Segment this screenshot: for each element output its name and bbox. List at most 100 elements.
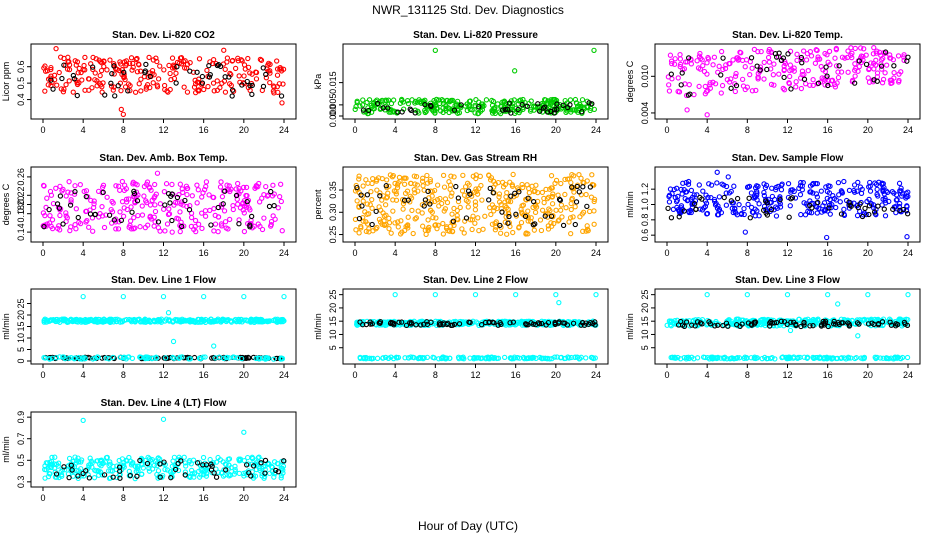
data-point: [591, 198, 597, 205]
data-point: [411, 173, 417, 179]
data-point: [524, 103, 530, 109]
data-point: [229, 87, 236, 93]
data-point: [265, 62, 271, 68]
data-point: [256, 355, 263, 361]
data-point: [237, 205, 244, 211]
data-point: [121, 182, 128, 188]
data-point: [91, 198, 97, 204]
data-point: [247, 70, 253, 76]
data-point: [580, 209, 587, 215]
data-point: [804, 355, 810, 361]
panel-title: Stan. Dev. Line 4 (LT) Flow: [101, 398, 227, 409]
data-point: [147, 202, 154, 208]
data-point: [749, 88, 756, 94]
data-point: [887, 55, 893, 61]
data-point: [249, 316, 255, 323]
data-point: [53, 474, 60, 480]
data-point: [433, 215, 439, 221]
data-point: [572, 204, 578, 210]
data-point: [755, 48, 761, 55]
data-point: [237, 319, 243, 325]
data-point: [99, 89, 105, 95]
data-point: [408, 180, 414, 187]
data-point: [838, 211, 845, 217]
outlier-point: [904, 234, 910, 240]
data-point: [852, 80, 858, 86]
data-point: [278, 475, 284, 481]
data-point: [455, 107, 461, 114]
data-point: [558, 180, 564, 187]
outlier-point: [392, 292, 398, 298]
data-point: [147, 70, 153, 76]
figure-title: NWR_131125 Std. Dev. Diagnostics: [372, 3, 564, 17]
data-point: [196, 56, 203, 62]
data-point: [210, 80, 217, 86]
data-point: [275, 469, 282, 475]
data-point: [436, 203, 442, 209]
outlier-point: [905, 292, 911, 298]
data-point: [456, 321, 463, 327]
data-point: [778, 187, 785, 193]
data-point: [833, 63, 840, 69]
data-point: [528, 218, 534, 225]
data-point: [733, 316, 739, 322]
data-point: [772, 51, 779, 57]
data-point: [511, 97, 517, 103]
data-point: [781, 87, 788, 93]
data-point: [374, 187, 380, 193]
data-point: [768, 49, 774, 55]
data-point: [186, 356, 192, 362]
data-point: [472, 207, 479, 213]
data-point: [360, 318, 366, 325]
y-tick-label: 0.5: [16, 454, 26, 467]
data-point: [134, 473, 140, 479]
data-point: [232, 354, 238, 361]
data-point: [245, 55, 251, 62]
y-tick-label: 0.004: [640, 102, 650, 125]
data-point: [704, 354, 711, 361]
data-point: [816, 56, 823, 62]
data-point: [770, 72, 776, 78]
data-point: [139, 212, 146, 218]
data-point: [128, 319, 135, 325]
data-point: [213, 459, 220, 465]
data-point: [723, 183, 730, 190]
data-point: [702, 354, 708, 361]
data-point: [786, 73, 793, 80]
data-point: [448, 173, 454, 179]
data-point: [451, 174, 457, 180]
data-point: [799, 68, 806, 74]
data-point: [163, 181, 170, 187]
data-point: [382, 202, 389, 208]
data-point: [878, 66, 885, 72]
data-point: [63, 82, 69, 88]
data-point: [469, 217, 475, 223]
data-point: [189, 193, 195, 199]
data-point: [241, 73, 247, 79]
outlier-point: [472, 292, 479, 298]
data-point: [732, 209, 738, 215]
data-point: [808, 53, 815, 59]
data-point: [263, 75, 270, 81]
x-tick-label: 4: [81, 248, 86, 258]
data-point: [541, 199, 547, 206]
data-point: [50, 86, 56, 92]
data-point: [268, 221, 274, 228]
data-point: [519, 102, 525, 108]
outlier-point: [593, 292, 599, 298]
y-axis-label: percent: [313, 189, 323, 220]
data-point: [46, 206, 52, 213]
x-tick-label: 24: [903, 125, 913, 135]
data-point: [54, 461, 60, 468]
data-point: [357, 103, 363, 109]
outlier-point: [835, 301, 841, 307]
data-point: [828, 81, 834, 88]
data-point: [530, 198, 537, 205]
data-point: [842, 55, 848, 61]
data-point: [57, 193, 64, 199]
data-point: [87, 455, 93, 461]
data-point: [884, 62, 890, 68]
data-point: [112, 93, 118, 99]
outlier-point: [684, 107, 690, 113]
